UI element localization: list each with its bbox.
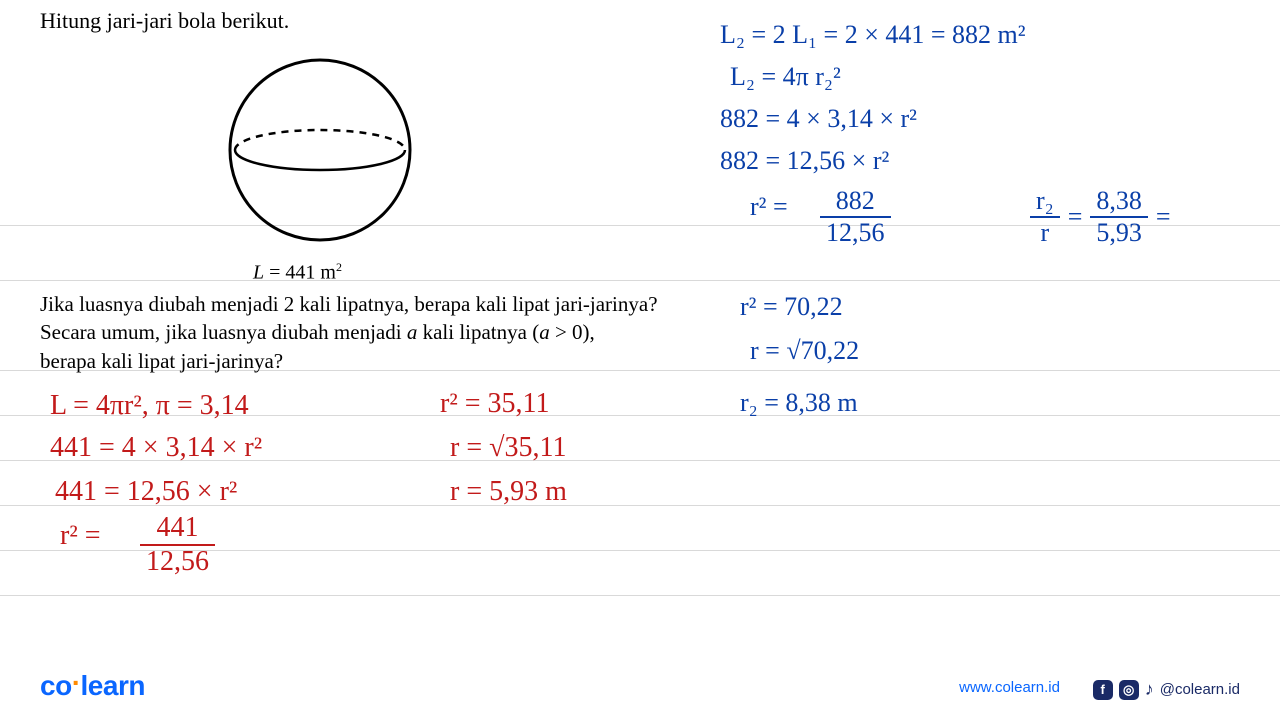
website-url[interactable]: www.colearn.id (959, 679, 1060, 696)
instagram-icon[interactable]: ◎ (1119, 680, 1139, 700)
handwriting-blue-line: 882 = 12,56 × r² (720, 146, 889, 176)
rule-line (0, 280, 1280, 281)
brand-logo: co·learn (40, 670, 145, 702)
blue-fraction-1: 88212,56 (820, 186, 891, 248)
social-group: f ◎ ♪ @colearn.id (1093, 679, 1240, 700)
handwriting-blue-line: r² = (750, 192, 788, 222)
facebook-icon[interactable]: f (1093, 680, 1113, 700)
handwriting-red-line: r = √35,11 (450, 432, 566, 464)
handwriting-blue-line: 882 = 4 × 3,14 × r² (720, 104, 917, 134)
handwriting-blue-line: r² = 70,22 (740, 292, 843, 322)
surface-area-label: L = 441 m2 (253, 260, 342, 285)
question-text: Jika luasnya diubah menjadi 2 kali lipat… (40, 290, 658, 375)
handwriting-red-line: r² = (60, 520, 101, 552)
handwriting-blue-line: L₂ = 2 L₁ = 2 × 441 = 882 m² (720, 20, 1026, 50)
handwriting-red-line: L = 4πr², π = 3,14 (50, 390, 249, 422)
red-fraction: 44112,56 (140, 512, 215, 578)
question-line1: Jika luasnya diubah menjadi 2 kali lipat… (40, 290, 658, 318)
tiktok-icon[interactable]: ♪ (1145, 679, 1154, 700)
question-line3: berapa kali lipat jari-jarinya? (40, 347, 658, 375)
social-handle: @colearn.id (1160, 681, 1240, 698)
L-var: L (253, 262, 264, 284)
handwriting-blue-line: L₂ = 4π r₂² (730, 62, 841, 92)
handwriting-red-line: r² = 35,11 (440, 388, 549, 420)
handwriting-blue-line: r₂ = 8,38 m (740, 388, 858, 418)
sphere-diagram (225, 50, 415, 255)
problem-title: Hitung jari-jari bola berikut. (40, 8, 289, 34)
page-root: Hitung jari-jari bola berikut. L = 441 m… (0, 0, 1280, 720)
handwriting-red-line: r = 5,93 m (450, 476, 567, 508)
footer: co·learn www.colearn.id f ◎ ♪ @colearn.i… (0, 666, 1280, 702)
rule-line (0, 595, 1280, 596)
handwriting-red-line: 441 = 4 × 3,14 × r² (50, 432, 262, 464)
question-line2: Secara umum, jika luasnya diubah menjadi… (40, 318, 658, 346)
sphere-svg (225, 50, 415, 250)
blue-fraction-2: r₂r = 8,385,93 = (1030, 186, 1171, 248)
handwriting-blue-line: r = √70,22 (750, 336, 859, 366)
handwriting-red-line: 441 = 12,56 × r² (55, 476, 237, 508)
